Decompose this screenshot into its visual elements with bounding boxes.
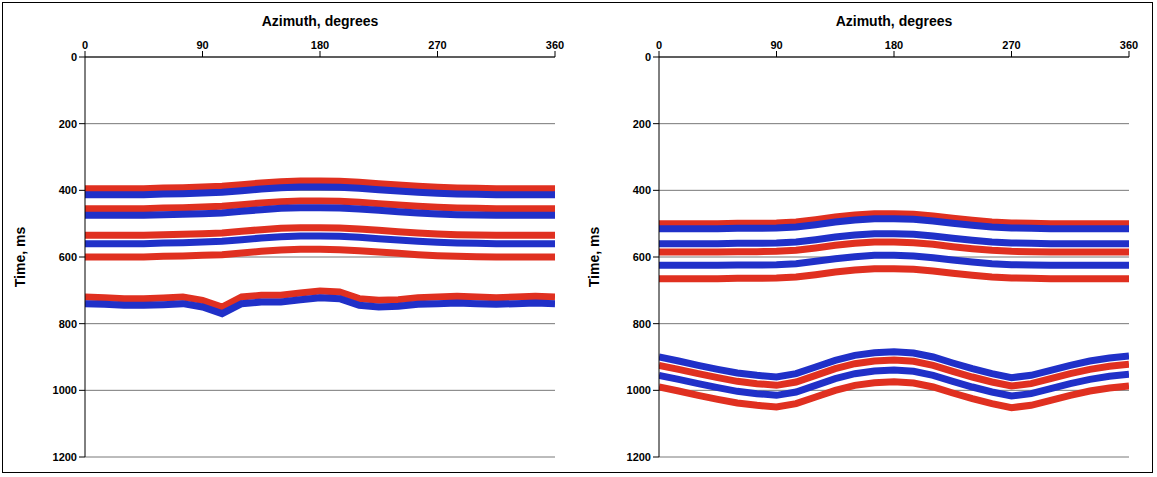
svg-text:180: 180 [311,39,329,51]
svg-text:0: 0 [71,51,77,63]
svg-text:0: 0 [82,39,88,51]
svg-text:90: 90 [196,39,208,51]
svg-text:Time, ms: Time, ms [12,227,28,288]
svg-text:600: 600 [633,251,651,263]
svg-text:Time, ms: Time, ms [586,227,602,288]
svg-text:Azimuth, degrees: Azimuth, degrees [836,13,953,29]
svg-text:90: 90 [770,39,782,51]
svg-text:200: 200 [633,118,651,130]
svg-text:270: 270 [1002,39,1020,51]
svg-text:800: 800 [59,318,77,330]
svg-text:0: 0 [656,39,662,51]
svg-text:0: 0 [645,51,651,63]
svg-text:1000: 1000 [53,384,77,396]
svg-text:600: 600 [59,251,77,263]
svg-text:360: 360 [1120,39,1138,51]
svg-text:Azimuth, degrees: Azimuth, degrees [262,13,379,29]
svg-text:180: 180 [885,39,903,51]
svg-text:800: 800 [633,318,651,330]
svg-text:1200: 1200 [53,451,77,463]
svg-text:360: 360 [546,39,564,51]
svg-text:1200: 1200 [627,451,651,463]
svg-text:1000: 1000 [627,384,651,396]
svg-text:200: 200 [59,118,77,130]
svg-text:400: 400 [59,184,77,196]
svg-text:400: 400 [633,184,651,196]
svg-text:270: 270 [428,39,446,51]
